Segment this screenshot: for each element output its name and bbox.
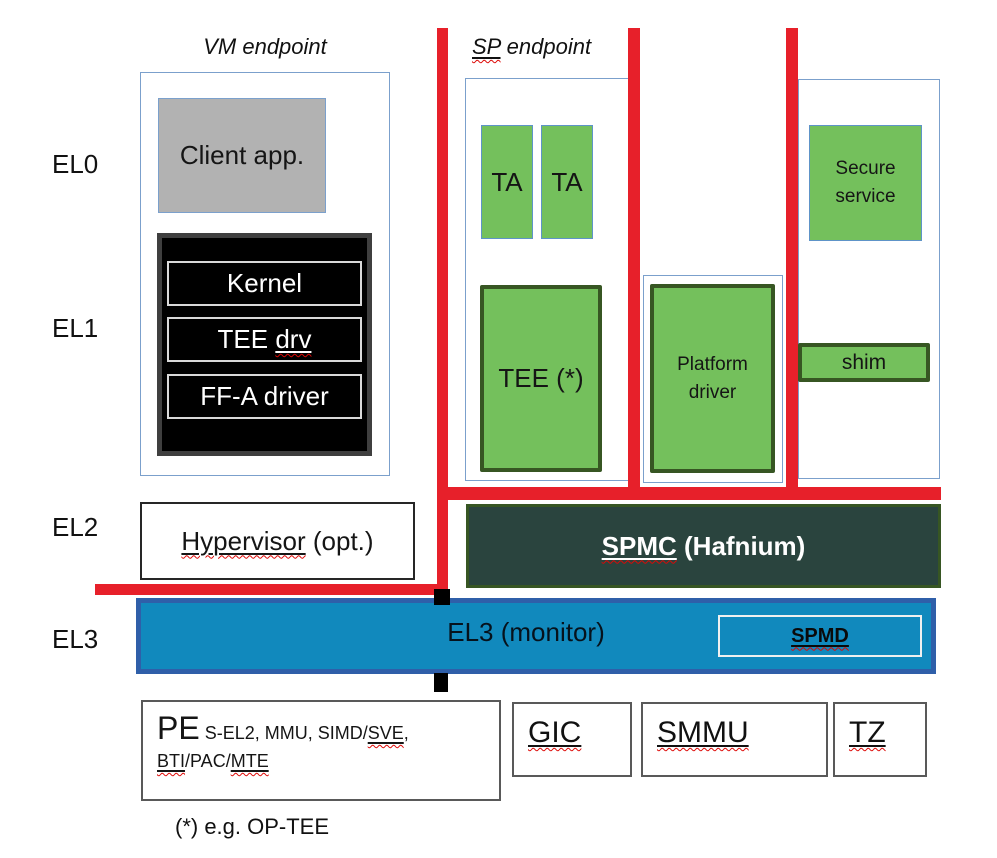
vm-endpoint-title: VM endpoint [203,34,327,59]
boundary-junction-square-top [434,589,450,605]
sp-endpoint-rest: endpoint [500,34,592,59]
ta-1-label: TA [491,166,523,197]
gic-box: GIC [512,702,632,777]
boundary-junction-square-bottom [434,673,448,692]
spmd-box: SPMD [718,615,922,657]
ffa-driver-label: FF-A driver [200,381,329,411]
secure-boundary-vline-3 [786,28,798,500]
hypervisor-box: Hypervisor (opt.) [140,502,415,580]
smmu-label: SMMU [657,716,749,749]
el0-label: EL0 [52,149,99,179]
client-app-box: Client app. [158,98,326,213]
pe-label: PE [157,710,200,746]
pe-features-line1: PE S-EL2, MMU, SIMD/SVE, [157,710,409,746]
spmd-label: SPMD [791,624,849,647]
hypervisor-label: Hypervisor (opt.) [181,525,374,556]
kernel-label: Kernel [226,268,303,298]
ta-box-1: TA [481,125,533,239]
tee-label: TEE (*) [498,363,584,393]
secure-service-label: Secure service [835,158,896,207]
sp-endpoint-title: SP endpoint [472,34,591,60]
secure-boundary-vline-1 [437,28,448,598]
tee-drv-label: TEE drv [217,324,312,354]
el1-label: EL1 [52,313,99,343]
gic-label: GIC [528,716,582,749]
secure-boundary-hline-right [437,487,941,500]
tz-label: TZ [849,716,886,749]
pe-box: PE S-EL2, MMU, SIMD/SVE, BTI/PAC/MTE [141,700,501,801]
shim-box: shim [798,343,930,382]
sp-endpoint-word: SP [472,34,501,59]
secure-boundary-vline-2 [628,28,640,500]
ta-box-2: TA [541,125,593,239]
shim-label: shim [841,350,887,374]
platform-driver-label: Platform driver [677,353,748,403]
el2-label: EL2 [52,512,99,542]
tz-box: TZ [833,702,927,777]
tee-drv-box: TEE drv [167,317,362,362]
spmc-box: SPMC (Hafnium) [466,504,941,588]
ffa-driver-box: FF-A driver [167,374,362,419]
spmc-label: SPMC (Hafnium) [601,530,806,561]
footnote: (*) e.g. OP-TEE [175,814,330,839]
secure-boundary-hline-left [95,584,447,595]
el3-monitor-label: EL3 (monitor) [447,617,605,647]
kernel-box: Kernel [167,261,362,306]
el3-monitor-bar: EL3 (monitor) SPMD [136,598,936,674]
el3-label: EL3 [52,624,99,654]
ta-2-label: TA [551,166,583,197]
platform-driver-box: Platform driver [650,284,775,473]
smmu-box: SMMU [641,702,828,777]
client-app-label: Client app. [179,140,305,170]
secure-service-box: Secure service [809,125,922,241]
kernel-stack-box: Kernel TEE drv FF-A driver [157,233,372,456]
pe-features-line2: BTI/PAC/MTE [157,750,269,771]
tee-box: TEE (*) [480,285,602,472]
